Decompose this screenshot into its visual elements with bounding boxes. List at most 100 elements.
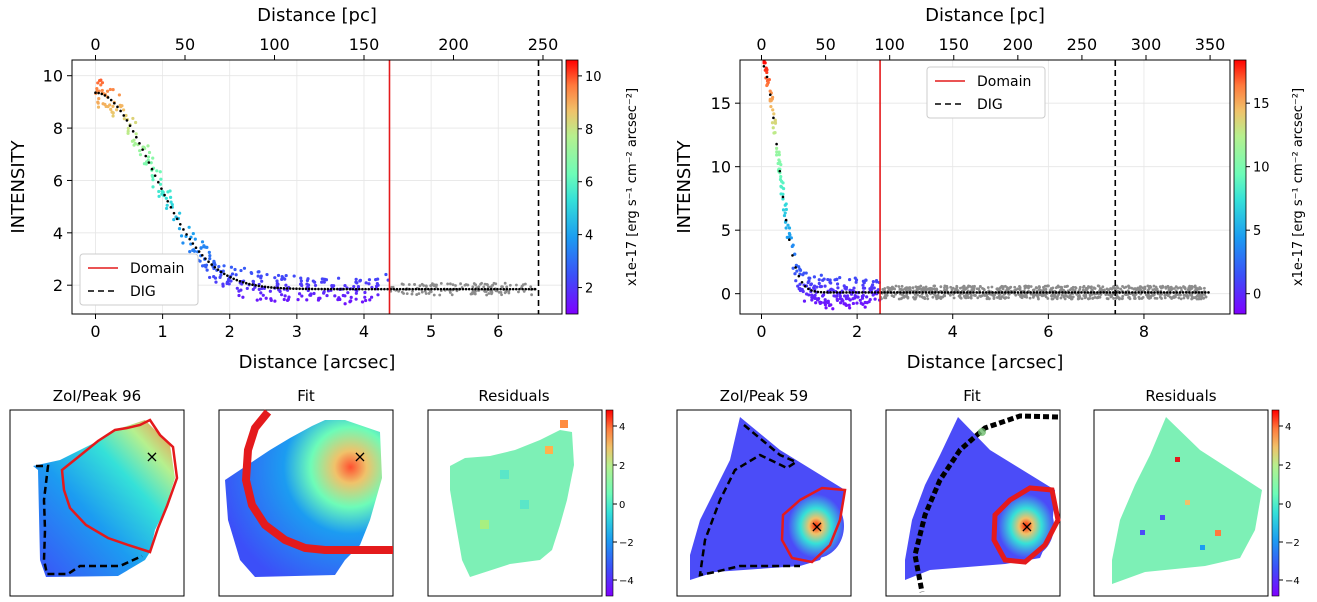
dig-curve-point (946, 291, 950, 294)
dig-curve-point (949, 291, 953, 294)
dig-curve-point (1038, 291, 1042, 294)
dig-curve-point (981, 291, 985, 294)
data-point (199, 246, 203, 250)
outside-point (429, 290, 433, 294)
data-point (775, 153, 779, 157)
outside-point (1028, 296, 1032, 300)
outside-point (507, 290, 511, 293)
dig-curve-point (357, 287, 361, 291)
dig-curve-point (1042, 291, 1045, 294)
dig-curve-point (172, 211, 176, 215)
dig-curve-point (342, 287, 345, 291)
plot-frame-border (739, 59, 1231, 315)
data-point (95, 87, 99, 91)
dig-curve-point (854, 291, 858, 294)
data-point (861, 293, 865, 298)
dig-curve-point (1162, 291, 1166, 294)
dig-curve-point (411, 287, 414, 291)
data-point (824, 306, 828, 310)
outside-point (966, 294, 969, 298)
data-point (297, 292, 302, 296)
data-point (142, 162, 147, 166)
data-point (782, 213, 787, 218)
dig-curve-point (367, 287, 371, 291)
outside-point (1127, 296, 1130, 299)
outside-point (961, 286, 964, 289)
outside-point (1179, 297, 1183, 301)
dig-curve-point (781, 195, 785, 199)
data-point (341, 293, 345, 298)
data-point (872, 286, 876, 290)
dig-curve-point (797, 274, 801, 278)
y-tick-label: 0 (721, 285, 731, 304)
dig-curve-point (323, 287, 327, 291)
outside-point (963, 294, 967, 298)
outside-point (1143, 285, 1147, 289)
dig-curve-point (518, 287, 521, 291)
outside-point (482, 285, 486, 289)
data-point (268, 289, 272, 293)
dig-curve-point (138, 142, 141, 145)
dig-curve-point (864, 291, 867, 294)
data-point (192, 248, 196, 252)
data-point (363, 290, 367, 295)
outside-point (1166, 294, 1170, 298)
dig-curve-point (1137, 291, 1140, 294)
outside-point (1152, 284, 1156, 288)
outside-point (1047, 284, 1050, 288)
data-point (145, 160, 149, 164)
data-point (374, 278, 378, 282)
y-axis-label: INTENSITY (674, 139, 695, 233)
data-point (798, 268, 803, 272)
dig-curve-point (1172, 291, 1175, 294)
dig-curve-point (978, 291, 982, 294)
data-point (796, 284, 800, 288)
outside-point (484, 290, 488, 294)
data-point (198, 259, 202, 263)
outside-point (995, 296, 999, 299)
colorbar (1233, 59, 1247, 315)
data-point (177, 227, 182, 231)
dig-curve-point (813, 290, 817, 293)
outside-point (1009, 285, 1013, 289)
data-point (111, 88, 115, 92)
dig-curve-point (207, 260, 210, 264)
data-point (208, 254, 212, 258)
data-point (151, 178, 155, 182)
outside-point (1119, 287, 1123, 291)
data-point (300, 294, 304, 298)
dig-curve-point (210, 263, 213, 266)
dig-curve-point (455, 287, 458, 291)
data-point (773, 120, 777, 124)
outside-point (1196, 294, 1199, 298)
outside-point (1018, 284, 1021, 288)
legend-domain-label: Domain (977, 74, 1031, 90)
dig-curve-point (128, 124, 132, 128)
outside-point (959, 286, 962, 290)
outside-point (420, 282, 424, 286)
dig-curve-point (248, 282, 251, 286)
outside-point (986, 286, 990, 289)
residuals-map (450, 430, 574, 577)
outside-point (1179, 286, 1183, 290)
outside-point (976, 296, 980, 300)
outside-point (420, 290, 424, 294)
data-point (765, 83, 769, 88)
outside-point (1083, 296, 1087, 300)
dig-curve-point (467, 287, 471, 291)
dig-curve-point (1169, 291, 1172, 294)
data-point (226, 279, 231, 283)
outside-point (1037, 285, 1041, 288)
data-point (765, 70, 769, 75)
data-point (203, 263, 207, 268)
data-point (100, 88, 104, 93)
data-point (832, 294, 836, 298)
data-point (200, 240, 205, 244)
outside-point (1051, 294, 1055, 298)
outside-point (1042, 285, 1045, 289)
outside-point (479, 282, 482, 286)
data-point (108, 87, 112, 92)
dig-curve-point (1111, 291, 1115, 294)
data-point (769, 104, 773, 109)
data-point (783, 211, 787, 215)
